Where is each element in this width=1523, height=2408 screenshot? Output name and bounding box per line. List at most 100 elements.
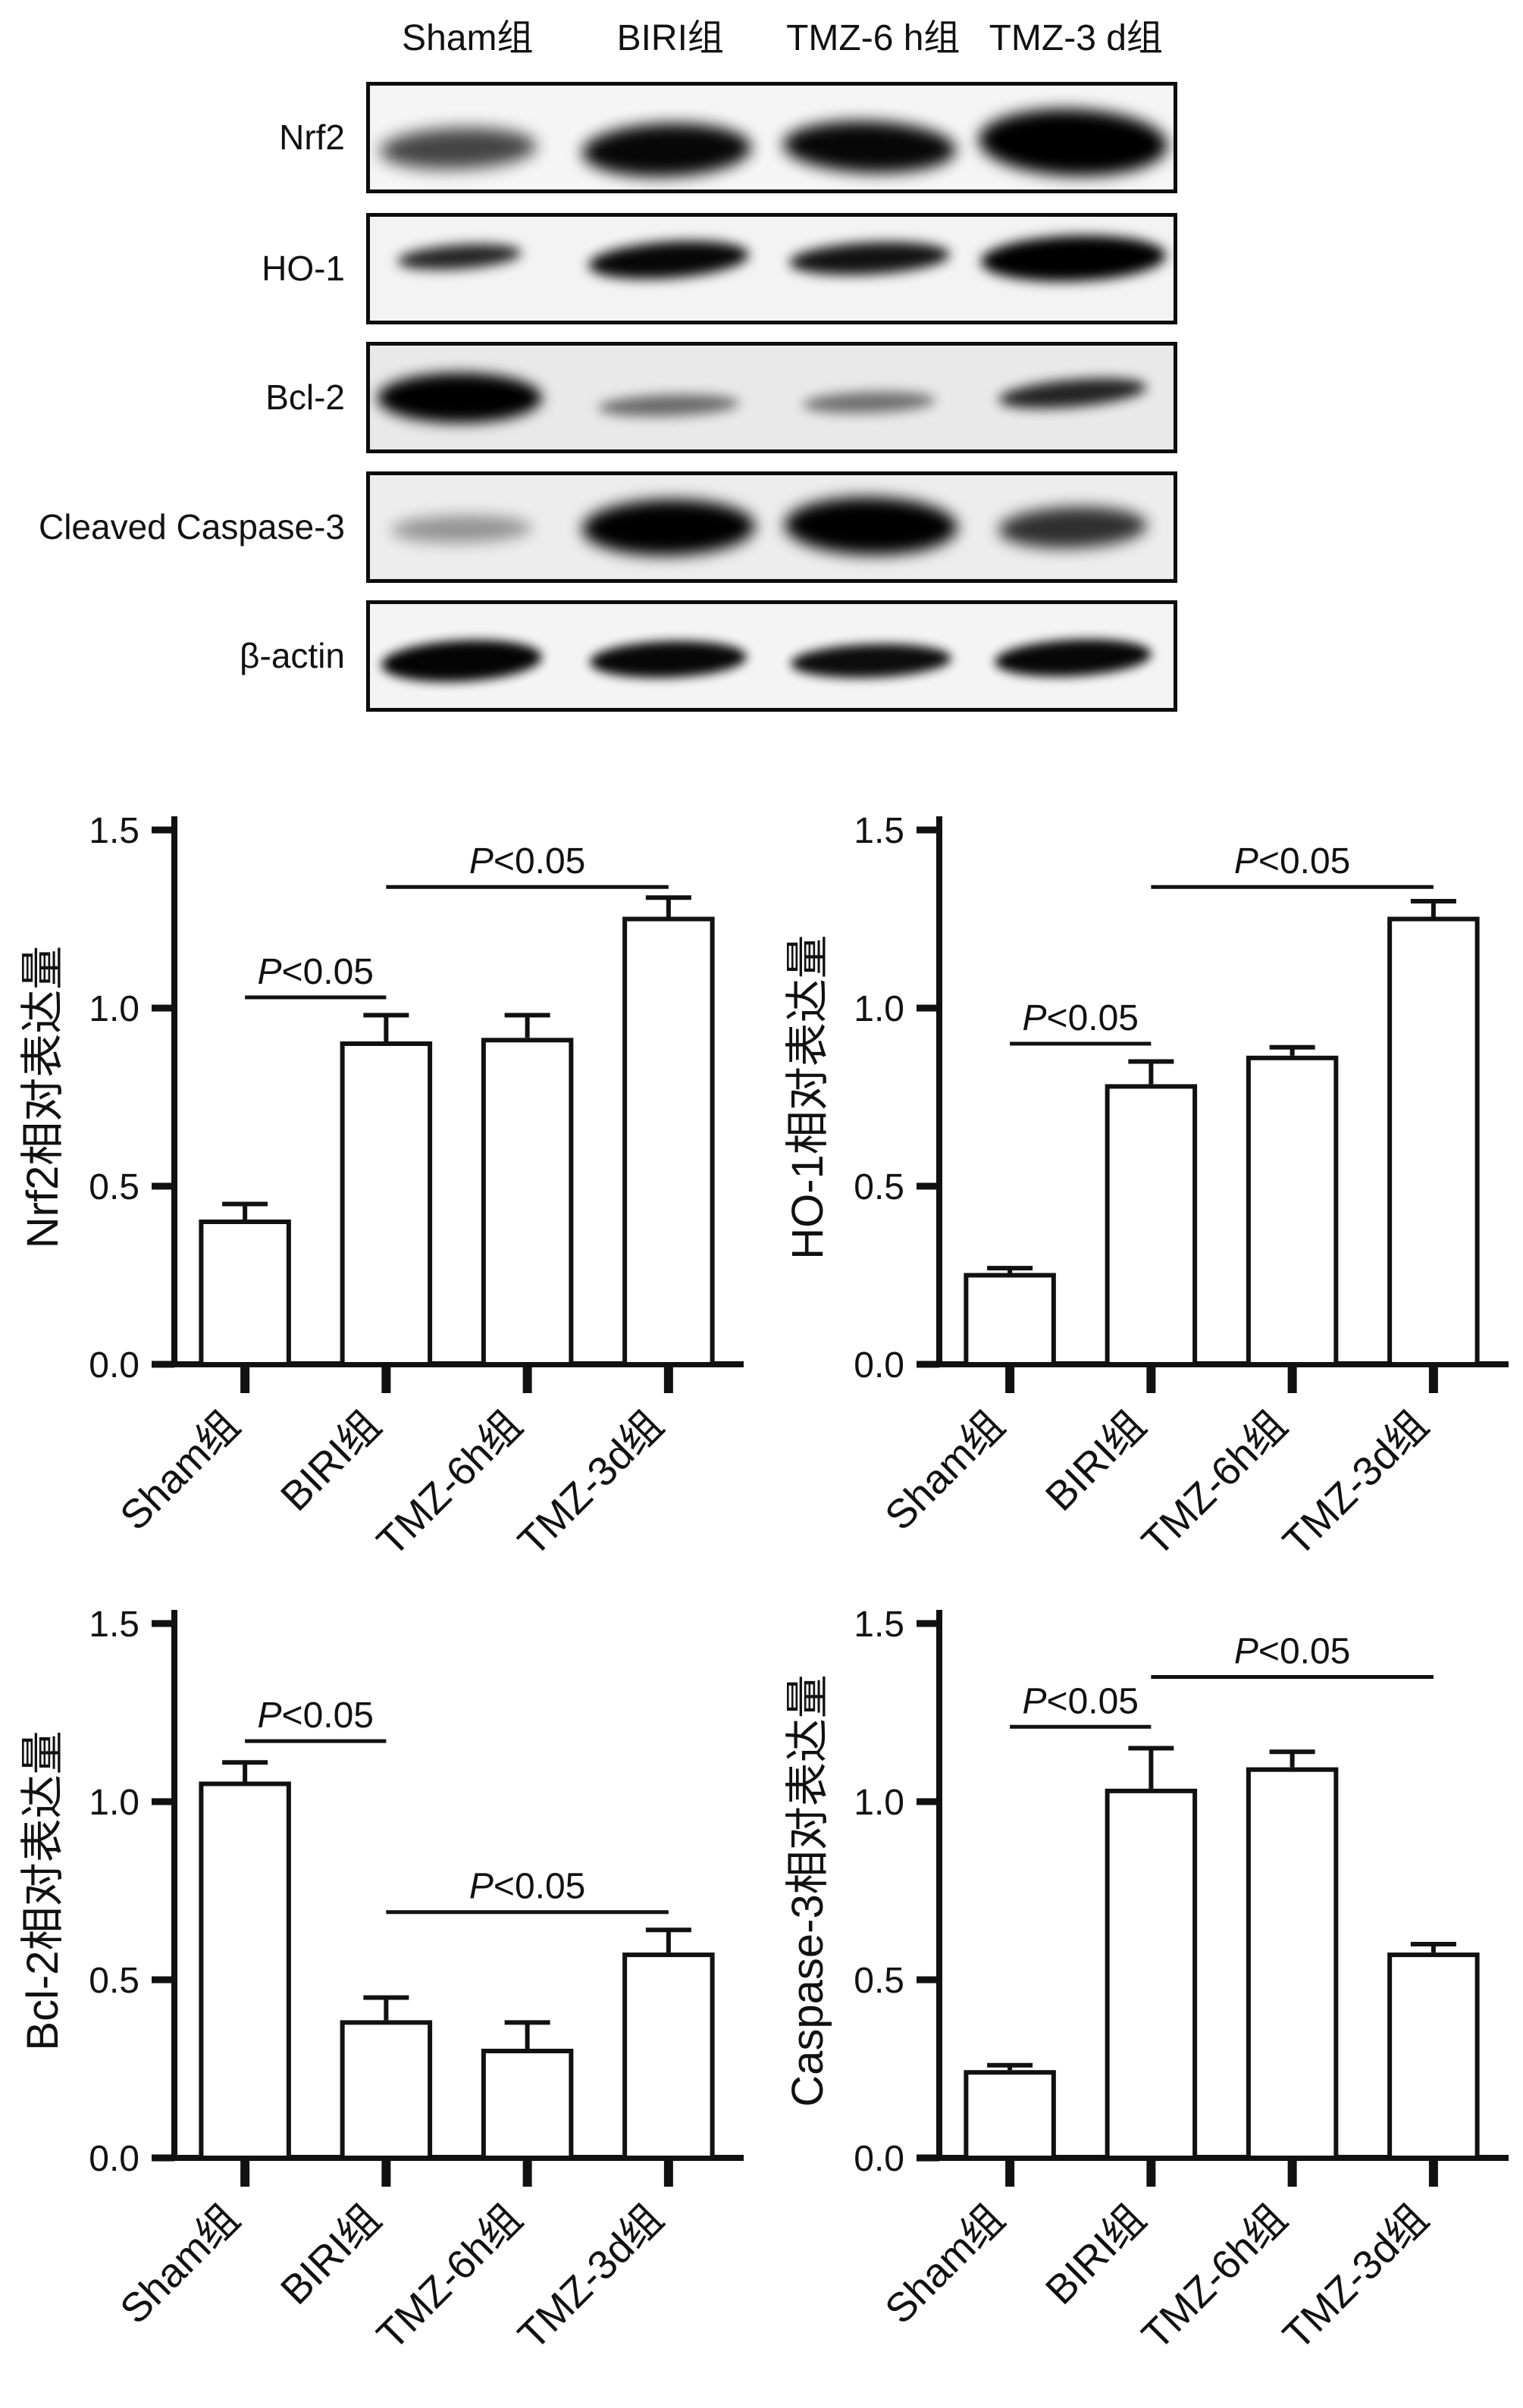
blot-band xyxy=(802,389,936,415)
blot-band xyxy=(380,635,543,686)
blot-panel-cleaved-caspase3 xyxy=(366,471,1177,583)
western-blot-figure: Sham组 BIRI组 TMZ-6 h组 TMZ-3 d组 Nrf2 HO-1 … xyxy=(0,0,1523,766)
bar xyxy=(481,2049,574,2160)
significance-label: P<0.05 xyxy=(1234,841,1350,881)
bar xyxy=(1105,1788,1198,2160)
blot-panel-ho1 xyxy=(366,213,1177,324)
bar xyxy=(1387,1952,1480,2160)
bar xyxy=(1246,1055,1339,1367)
y-tick-label: 1.0 xyxy=(89,989,139,1029)
y-tick-label: 0.0 xyxy=(89,1345,139,1386)
blot-panel-beta-actin xyxy=(366,600,1177,712)
blot-row-ho1: HO-1 xyxy=(0,213,1523,324)
bar xyxy=(199,1220,291,1367)
blot-band xyxy=(597,392,739,418)
bar xyxy=(964,1273,1056,1367)
blot-panel-bcl2 xyxy=(366,342,1177,453)
blot-band xyxy=(788,237,951,279)
category-label: TMZ-3d组 xyxy=(509,1402,672,1564)
blot-panel-nrf2 xyxy=(366,82,1177,193)
blot-band xyxy=(783,495,958,556)
blot-lane-label-sham: Sham组 xyxy=(402,18,534,58)
category-label: BIRI组 xyxy=(1037,1402,1155,1520)
category-label: BIRI组 xyxy=(1037,2196,1155,2313)
y-axis-title: Bcl-2相对表达量 xyxy=(18,1730,67,2050)
bar xyxy=(622,916,715,1367)
bar xyxy=(1246,1767,1339,2160)
y-tick-label: 0.0 xyxy=(854,2139,904,2179)
bar xyxy=(622,1952,715,2160)
blot-band xyxy=(998,373,1149,413)
bar xyxy=(199,1781,291,2160)
significance-label: P<0.05 xyxy=(1023,998,1139,1038)
bar xyxy=(1105,1084,1198,1367)
blot-row-label: Nrf2 xyxy=(279,117,345,157)
y-tick-label: 1.0 xyxy=(854,1783,904,1823)
blot-row-label: HO-1 xyxy=(262,249,345,288)
bar xyxy=(340,2020,433,2161)
category-label: TMZ-6h组 xyxy=(1133,1402,1296,1564)
blot-lane-labels: Sham组 BIRI组 TMZ-6 h组 TMZ-3 d组 xyxy=(366,17,1177,61)
blot-row-bcl2: Bcl-2 xyxy=(0,342,1523,453)
y-tick-label: 1.5 xyxy=(89,811,139,851)
category-label: TMZ-6h组 xyxy=(1133,2196,1296,2358)
blot-band xyxy=(979,232,1167,284)
significance-label: P<0.05 xyxy=(1023,1681,1139,1721)
blot-band xyxy=(782,117,957,176)
bar xyxy=(481,1038,574,1367)
y-axis-title: HO-1相对表达量 xyxy=(783,935,832,1260)
y-tick-label: 0.5 xyxy=(854,1961,904,2001)
y-axis-title: Caspase-3相对表达量 xyxy=(783,1674,832,2107)
blot-row-label: Bcl-2 xyxy=(265,377,345,417)
y-tick-label: 0.0 xyxy=(89,2139,139,2179)
bar xyxy=(964,2070,1056,2161)
blot-lane-label-tmz6h: TMZ-6 h组 xyxy=(786,18,960,58)
y-tick-label: 0.0 xyxy=(854,1345,904,1386)
blot-band xyxy=(998,504,1149,550)
y-axis-title: Nrf2相对表达量 xyxy=(18,946,67,1249)
blot-band xyxy=(977,105,1169,179)
blot-row-beta-actin: β-actin xyxy=(0,600,1523,712)
blot-band xyxy=(789,640,952,681)
category-label: TMZ-3d组 xyxy=(509,2196,672,2358)
category-label: TMZ-3d组 xyxy=(1274,2196,1437,2358)
blot-band xyxy=(587,236,750,283)
category-label: Sham组 xyxy=(111,1402,248,1539)
y-tick-label: 1.5 xyxy=(854,811,904,851)
y-tick-label: 1.5 xyxy=(89,1605,139,1645)
bar xyxy=(340,1041,433,1367)
significance-label: P<0.05 xyxy=(258,1696,374,1736)
blot-band xyxy=(377,372,543,423)
y-tick-label: 1.0 xyxy=(89,1783,139,1823)
y-tick-label: 1.0 xyxy=(854,989,904,1029)
category-label: TMZ-6h组 xyxy=(368,2196,531,2358)
bar xyxy=(1387,916,1480,1367)
blot-band xyxy=(994,635,1152,680)
category-label: BIRI组 xyxy=(272,2196,390,2313)
blot-band xyxy=(581,497,756,557)
significance-label: P<0.05 xyxy=(469,1867,585,1907)
category-label: BIRI组 xyxy=(272,1402,390,1520)
blot-row-cleaved-caspase3: Cleaved Caspase-3 xyxy=(0,471,1523,583)
y-tick-label: 0.5 xyxy=(89,1961,139,2001)
y-tick-label: 0.5 xyxy=(89,1167,139,1207)
blot-row-nrf2: Nrf2 xyxy=(0,82,1523,193)
blot-row-label: Cleaved Caspase-3 xyxy=(38,507,345,546)
category-label: Sham组 xyxy=(876,2196,1013,2332)
blot-lane-label-tmz3d: TMZ-3 d组 xyxy=(989,18,1163,58)
category-label: TMZ-3d组 xyxy=(1274,1402,1437,1564)
category-label: TMZ-6h组 xyxy=(368,1402,531,1564)
significance-label: P<0.05 xyxy=(258,952,374,992)
blot-band xyxy=(390,513,532,544)
y-tick-label: 1.5 xyxy=(854,1605,904,1645)
category-label: Sham组 xyxy=(111,2196,248,2332)
blot-band xyxy=(581,120,752,180)
blot-lane-label-biri: BIRI组 xyxy=(616,18,724,58)
y-tick-label: 0.5 xyxy=(854,1167,904,1207)
blot-band xyxy=(379,124,537,172)
blot-band xyxy=(589,637,747,681)
